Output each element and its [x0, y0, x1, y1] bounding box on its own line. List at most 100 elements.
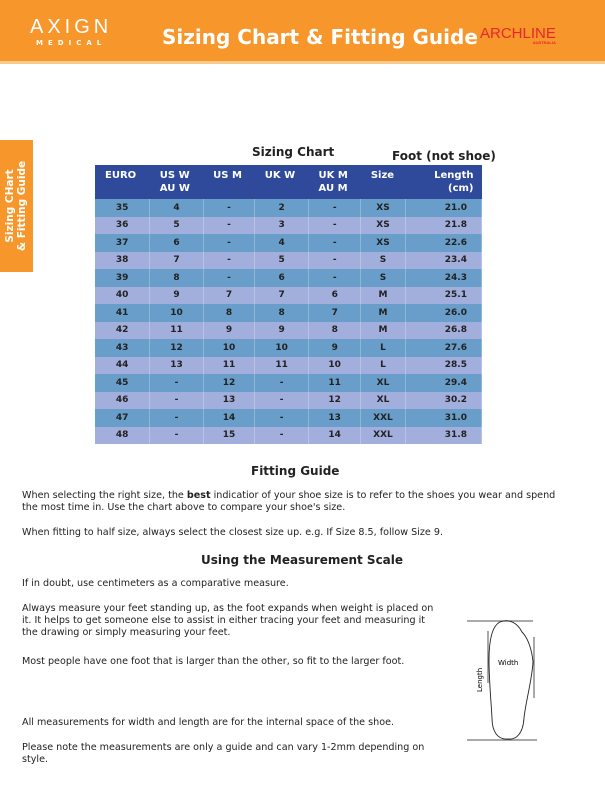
- table-cell: 4: [149, 199, 204, 217]
- table-cell: 30.2: [405, 391, 483, 409]
- table-cell: 14: [308, 426, 362, 444]
- table-cell: 13: [149, 356, 204, 374]
- table-row: 42 11 9 9 8 M 26.8: [95, 321, 483, 339]
- foot-measurement-diagram: Width Length: [467, 620, 537, 741]
- table-cell: 27.6: [405, 339, 483, 357]
- table-cell: 5: [149, 216, 204, 234]
- table-cell: 31.8: [405, 426, 483, 444]
- measure-paragraph-4: All measurements for width and length ar…: [22, 717, 395, 728]
- table-cell: 8: [254, 304, 310, 322]
- measure-paragraph-3: Most people have one foot that is larger…: [22, 656, 405, 667]
- table-cell: -: [308, 269, 362, 287]
- table-cell: 11: [203, 356, 256, 374]
- table-cell: 28.5: [405, 356, 483, 374]
- column-header: UK W: [254, 165, 309, 199]
- table-cell: 7: [203, 286, 256, 304]
- table-row: 45-12-11 XL 29.4: [95, 374, 483, 392]
- table-cell: -: [254, 426, 310, 444]
- table-row: 46-13-12 XL 30.2: [95, 391, 483, 409]
- table-cell: -: [254, 391, 310, 409]
- table-cell: -: [149, 391, 204, 409]
- table-cell: 39: [95, 269, 151, 287]
- table-cell: 45: [95, 374, 151, 392]
- table-row: 36 5-3- XS 21.8: [95, 216, 483, 234]
- table-cell: 21.0: [405, 199, 483, 217]
- table-cell: 37: [95, 234, 151, 252]
- table-cell: 41: [95, 304, 151, 322]
- table-cell: 2: [254, 199, 310, 217]
- table-cell: 38: [95, 251, 151, 269]
- table-cell: L: [360, 356, 406, 374]
- table-cell: -: [254, 374, 310, 392]
- table-row: 44 13 11 11 10 L 28.5: [95, 356, 483, 374]
- table-cell: 46: [95, 391, 151, 409]
- table-cell: -: [203, 269, 256, 287]
- table-cell: 29.4: [405, 374, 483, 392]
- table-cell: 11: [149, 321, 204, 339]
- table-row: 48-15-14 XXL 31.8: [95, 426, 483, 444]
- axign-logo: AXIGN MEDICAL: [30, 16, 113, 47]
- table-cell: 4: [254, 234, 310, 252]
- table-cell: M: [360, 304, 406, 322]
- table-row: 43 12 10 10 9 L 27.6: [95, 339, 483, 357]
- table-row: 40 9 7 7 6 M 25.1: [95, 286, 483, 304]
- table-cell: 6: [308, 286, 362, 304]
- header-banner: AXIGN MEDICAL Sizing Chart & Fitting Gui…: [0, 0, 605, 64]
- table-cell: S: [360, 269, 406, 287]
- table-cell: 5: [254, 251, 310, 269]
- side-tab: Sizing CHart & Fitting Guide: [0, 140, 33, 272]
- table-cell: 42: [95, 321, 151, 339]
- table-cell: XXL: [360, 409, 406, 427]
- table-cell: -: [308, 199, 362, 217]
- table-cell: M: [360, 286, 406, 304]
- table-cell: 7: [254, 286, 310, 304]
- table-cell: 22.6: [405, 234, 483, 252]
- archline-logo: ARCHLINE AUSTRALIA: [480, 25, 556, 45]
- table-cell: -: [203, 216, 256, 234]
- table-row: 38 7-5- S 23.4: [95, 251, 483, 269]
- table-cell: M: [360, 321, 406, 339]
- table-cell: 12: [149, 339, 204, 357]
- table-cell: 47: [95, 409, 151, 427]
- table-cell: 21.8: [405, 216, 483, 234]
- table-cell: -: [254, 409, 310, 427]
- table-cell: XS: [360, 216, 406, 234]
- table-cell: 24.3: [405, 269, 483, 287]
- table-row: 35 4-2- XS 21.0: [95, 199, 483, 217]
- table-cell: 8: [203, 304, 256, 322]
- table-cell: 43: [95, 339, 151, 357]
- table-cell: 26.8: [405, 321, 483, 339]
- table-cell: 8: [308, 321, 362, 339]
- sizing-table: EURO US W AU W US M UK W UK M AU M Size Length (c…: [95, 165, 483, 444]
- table-cell: 10: [254, 339, 310, 357]
- column-header: Length (cm): [405, 165, 482, 199]
- column-header: EURO: [95, 165, 150, 199]
- width-label: Width: [498, 659, 518, 667]
- table-cell: 7: [149, 251, 204, 269]
- column-header: US W AU W: [149, 165, 204, 199]
- table-cell: L: [360, 339, 406, 357]
- table-cell: XXL: [360, 426, 406, 444]
- table-cell: 26.0: [405, 304, 483, 322]
- table-cell: 8: [149, 269, 204, 287]
- table-cell: XL: [360, 391, 406, 409]
- table-cell: 3: [254, 216, 310, 234]
- table-cell: 6: [254, 269, 310, 287]
- fitting-guide-title: Fitting Guide: [251, 464, 340, 478]
- table-cell: 15: [203, 426, 256, 444]
- table-cell: 9: [254, 321, 310, 339]
- table-cell: 9: [203, 321, 256, 339]
- table-cell: 9: [149, 286, 204, 304]
- table-cell: 23.4: [405, 251, 483, 269]
- table-cell: 48: [95, 426, 151, 444]
- table-row: 39 8-6- S 24.3: [95, 269, 483, 287]
- table-cell: 13: [308, 409, 362, 427]
- table-cell: -: [203, 199, 256, 217]
- measure-paragraph-1: If in doubt, use centimeters as a compar…: [22, 578, 289, 589]
- table-cell: 11: [254, 356, 310, 374]
- foot-outline: [488, 620, 534, 740]
- column-header: Size: [360, 165, 406, 199]
- table-cell: XS: [360, 199, 406, 217]
- table-cell: 40: [95, 286, 151, 304]
- table-cell: 14: [203, 409, 256, 427]
